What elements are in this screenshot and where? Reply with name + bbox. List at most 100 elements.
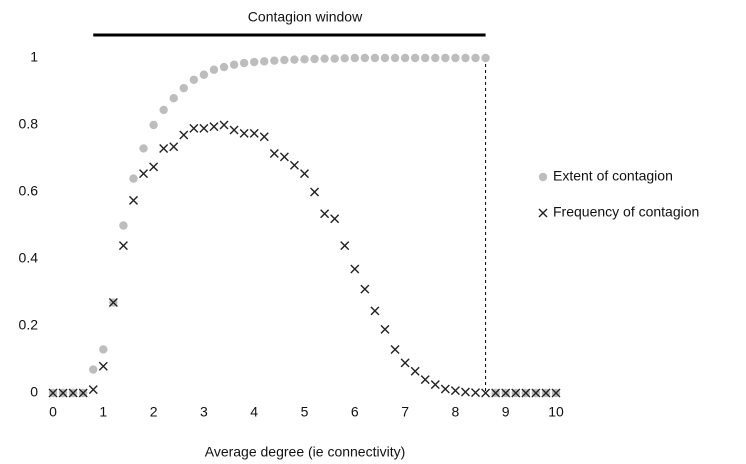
data-point xyxy=(310,187,320,197)
data-point xyxy=(330,214,340,224)
data-point xyxy=(89,365,98,374)
data-point xyxy=(290,55,299,64)
x-tick-label: 5 xyxy=(301,404,309,420)
data-point xyxy=(431,53,440,63)
x-tick-label: 6 xyxy=(351,404,359,420)
data-point xyxy=(420,375,430,385)
data-point xyxy=(78,388,88,398)
data-point xyxy=(219,120,229,130)
data-point xyxy=(471,53,480,63)
data-point xyxy=(340,241,350,251)
data-point xyxy=(169,142,179,152)
data-point xyxy=(139,144,148,153)
y-tick-label: 0.8 xyxy=(19,116,39,132)
data-point xyxy=(279,152,289,162)
data-point xyxy=(521,388,531,398)
data-point xyxy=(440,384,450,394)
data-point xyxy=(461,53,470,63)
data-point xyxy=(159,105,168,115)
data-point xyxy=(250,57,259,67)
data-point xyxy=(199,123,209,133)
data-point xyxy=(128,195,138,205)
data-point xyxy=(219,62,229,72)
data-point xyxy=(269,148,279,158)
x-tick-label: 0 xyxy=(49,404,57,420)
data-point xyxy=(169,94,178,103)
y-tick-label: 0.4 xyxy=(19,250,39,266)
data-point xyxy=(430,380,440,390)
data-point xyxy=(270,56,279,65)
data-point xyxy=(88,385,98,395)
data-point xyxy=(310,54,319,64)
data-point xyxy=(541,388,551,398)
data-point xyxy=(501,388,511,398)
data-point xyxy=(118,241,128,251)
data-point xyxy=(531,388,541,398)
data-point xyxy=(450,386,460,396)
data-point xyxy=(481,53,490,63)
data-point xyxy=(491,388,501,398)
data-point xyxy=(209,65,219,74)
data-point xyxy=(239,128,249,138)
x-tick-label: 10 xyxy=(548,404,564,420)
data-point xyxy=(421,53,430,63)
data-point xyxy=(360,53,370,63)
data-point xyxy=(390,344,400,354)
data-point xyxy=(300,55,309,64)
data-point xyxy=(179,130,189,140)
legend-marker xyxy=(538,172,548,182)
data-point xyxy=(189,123,199,133)
data-point xyxy=(410,366,420,376)
data-point xyxy=(360,284,370,294)
x-axis-label: Average degree (ie connectivity) xyxy=(205,444,406,460)
data-point xyxy=(209,122,219,132)
x-tick-label: 8 xyxy=(452,404,460,420)
x-tick-label: 9 xyxy=(502,404,510,420)
data-point xyxy=(99,345,108,354)
data-point xyxy=(229,125,239,135)
x-tick-label: 4 xyxy=(250,404,258,420)
data-point xyxy=(511,388,521,398)
data-point xyxy=(149,120,158,130)
data-point xyxy=(280,55,289,65)
data-point xyxy=(400,53,410,63)
y-tick-label: 1 xyxy=(30,49,38,65)
x-tick-label: 1 xyxy=(99,404,107,420)
legend-marker xyxy=(538,208,548,218)
x-tick-label: 3 xyxy=(200,404,208,420)
data-point xyxy=(481,388,491,398)
x-tick-label: 7 xyxy=(401,404,409,420)
data-point xyxy=(229,60,239,69)
data-point xyxy=(119,221,128,230)
data-point xyxy=(199,70,209,79)
data-point xyxy=(380,324,390,334)
data-point xyxy=(239,58,249,68)
data-point xyxy=(189,75,199,84)
data-point xyxy=(350,264,360,274)
data-point xyxy=(460,387,470,397)
data-point xyxy=(98,361,108,371)
legend-label: Extent of contagion xyxy=(553,168,673,184)
data-point xyxy=(471,388,481,398)
data-point xyxy=(249,128,259,138)
y-tick-label: 0.2 xyxy=(19,317,39,333)
data-point xyxy=(451,53,460,63)
data-point xyxy=(370,53,380,63)
data-point xyxy=(149,162,159,172)
data-point xyxy=(129,174,138,183)
data-point xyxy=(320,54,329,63)
data-point xyxy=(330,54,339,63)
data-point xyxy=(289,160,299,170)
data-point xyxy=(139,169,149,179)
data-point xyxy=(380,53,390,63)
data-point xyxy=(108,298,118,308)
data-point xyxy=(400,358,410,368)
data-point xyxy=(159,143,169,153)
annotation: Contagion window xyxy=(248,9,363,25)
data-point xyxy=(58,388,68,398)
data-point xyxy=(370,306,380,316)
data-point xyxy=(68,388,78,398)
y-tick-label: 0 xyxy=(30,384,38,400)
data-point xyxy=(320,209,330,219)
